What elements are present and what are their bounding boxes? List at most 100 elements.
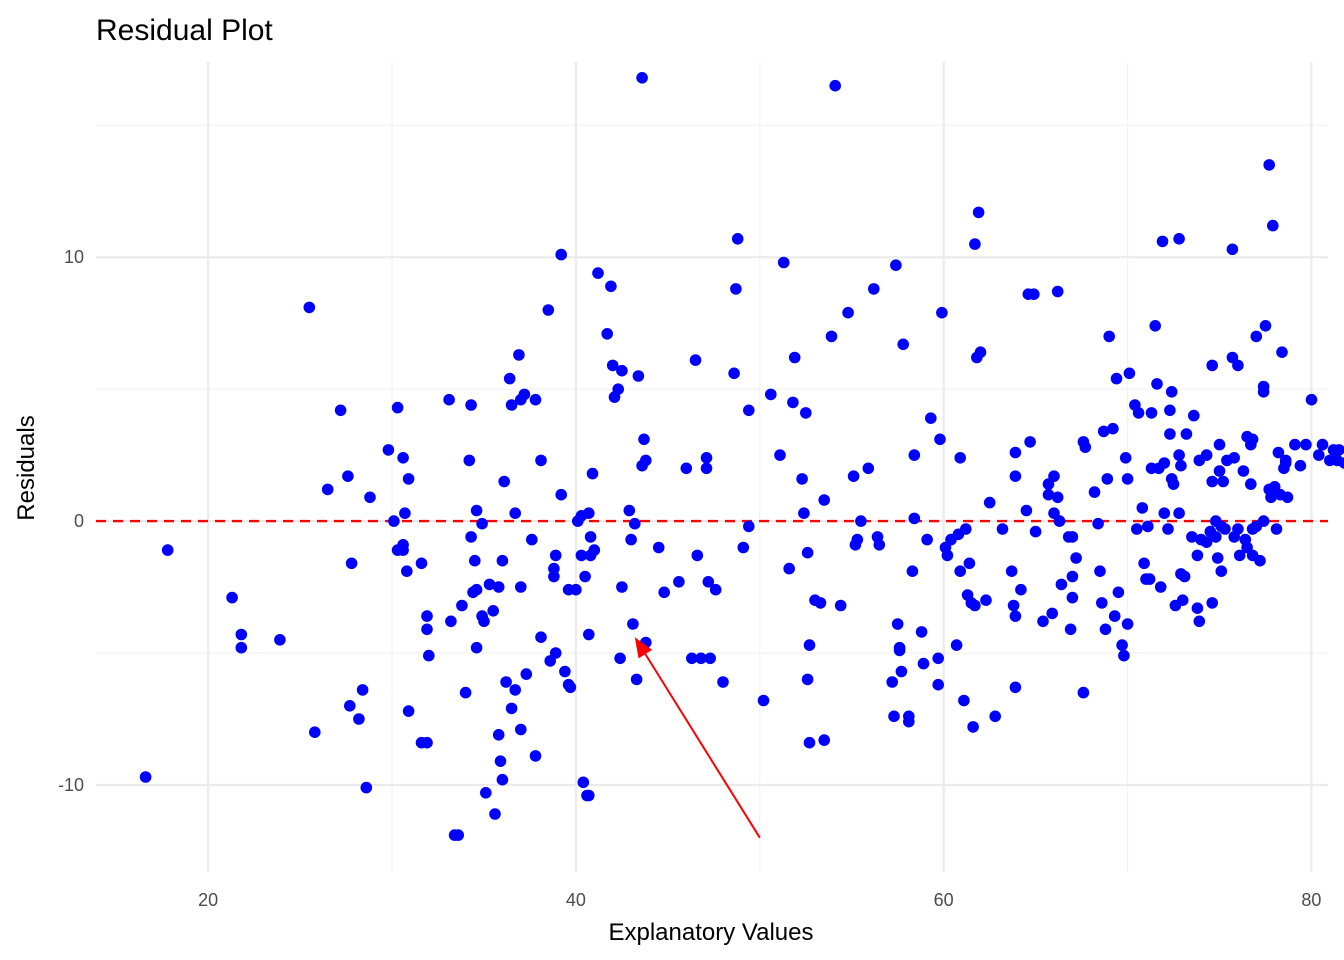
data-point <box>492 581 505 593</box>
data-point <box>1305 393 1318 406</box>
data-point <box>963 557 976 570</box>
data-point <box>1103 330 1115 343</box>
data-point <box>730 283 742 295</box>
data-point <box>731 233 744 245</box>
data-point <box>487 605 500 617</box>
data-point <box>235 641 248 654</box>
data-point <box>612 383 624 396</box>
data-point <box>303 301 316 314</box>
data-point <box>588 544 601 556</box>
data-point <box>774 449 786 461</box>
data-point <box>423 649 435 662</box>
data-point <box>1173 449 1185 461</box>
data-point <box>559 665 571 678</box>
data-point <box>452 829 465 841</box>
data-point <box>1279 454 1292 467</box>
data-point <box>456 599 468 612</box>
data-point <box>421 736 433 749</box>
data-point <box>673 576 685 588</box>
data-point <box>834 599 847 612</box>
data-point <box>1048 470 1060 483</box>
data-point <box>470 504 483 517</box>
data-point <box>1110 372 1123 385</box>
data-point <box>1226 243 1239 256</box>
data-point <box>1154 581 1167 593</box>
data-point <box>321 483 334 496</box>
data-point <box>509 684 521 696</box>
data-point <box>1173 507 1185 519</box>
data-point <box>1193 615 1206 628</box>
data-point <box>972 206 985 219</box>
data-point <box>855 515 867 527</box>
data-point <box>829 79 841 92</box>
data-point <box>1300 438 1312 451</box>
data-point <box>1206 597 1218 609</box>
data-point <box>1169 599 1182 612</box>
data-point <box>1158 457 1171 469</box>
data-point <box>728 367 740 380</box>
data-point <box>1233 549 1246 562</box>
data-point <box>1178 570 1191 583</box>
data-point <box>577 776 590 789</box>
data-point <box>1206 475 1218 488</box>
data-point <box>592 267 604 279</box>
data-point <box>960 523 972 535</box>
data-point <box>399 507 411 519</box>
x-axis-title: Explanatory Values <box>608 919 813 946</box>
data-point <box>1118 649 1130 662</box>
data-point <box>274 634 286 646</box>
data-point <box>1211 552 1224 564</box>
data-point <box>1156 235 1169 248</box>
data-point <box>803 736 816 749</box>
data-point <box>1028 288 1040 301</box>
data-point <box>638 433 650 446</box>
data-point <box>509 507 521 519</box>
data-point <box>445 615 457 628</box>
data-point <box>529 750 542 762</box>
data-point <box>459 686 472 699</box>
data-point <box>1164 428 1176 440</box>
data-point <box>570 583 582 596</box>
data-point <box>851 533 864 546</box>
data-point <box>1257 515 1270 527</box>
data-point <box>980 594 992 606</box>
data-point <box>463 454 476 467</box>
data-point <box>515 723 527 736</box>
data-point <box>470 641 483 654</box>
data-point <box>480 787 492 799</box>
data-point <box>1232 523 1244 535</box>
data-point <box>334 404 347 417</box>
data-point <box>1188 409 1200 422</box>
data-point <box>606 359 619 372</box>
y-tick-label: -10 <box>58 775 84 795</box>
data-point <box>915 626 928 638</box>
data-point <box>1267 219 1279 232</box>
data-point <box>704 652 716 665</box>
data-point <box>1097 425 1110 438</box>
data-point <box>1108 610 1121 622</box>
data-point <box>1053 515 1066 527</box>
data-point <box>954 452 966 464</box>
data-point <box>1167 478 1180 490</box>
data-points <box>139 72 1344 841</box>
data-point <box>1173 233 1185 245</box>
data-point <box>757 694 770 707</box>
data-point <box>640 454 652 467</box>
data-point <box>555 248 567 261</box>
data-point <box>345 557 358 570</box>
data-point <box>1121 473 1134 485</box>
data-point <box>743 520 755 533</box>
data-point <box>917 657 930 670</box>
data-point <box>397 539 409 551</box>
data-point <box>1281 491 1294 504</box>
data-point <box>895 665 908 678</box>
data-point <box>632 370 645 382</box>
data-point <box>1020 504 1033 517</box>
data-point <box>1055 578 1068 591</box>
data-point <box>700 462 713 475</box>
data-point <box>1037 615 1049 628</box>
data-point <box>1107 422 1119 435</box>
data-point <box>1138 557 1150 570</box>
data-point <box>777 256 790 269</box>
data-point <box>1142 520 1154 533</box>
